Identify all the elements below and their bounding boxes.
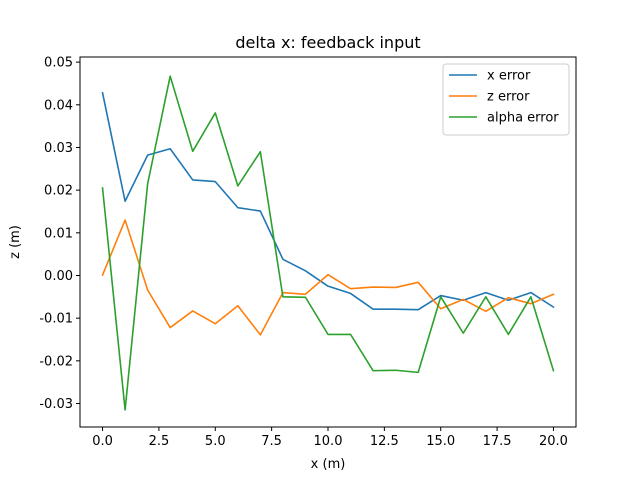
series-line-alpha-error [101, 75, 555, 411]
x-tick-label: 10.0 [314, 434, 343, 449]
y-tick-label: 0.01 [44, 226, 73, 241]
y-tick-label: 0.02 [44, 184, 73, 199]
x-tick-label: 15.0 [426, 434, 455, 449]
y-axis: -0.03 -0.02 -0.01 0.00 0.01 0.02 0.03 0.04 0.05 [39, 56, 80, 412]
legend-label: x error [487, 69, 531, 84]
x-tick-label: 17.5 [483, 434, 512, 449]
chart-title: delta x: feedback input [235, 33, 420, 52]
y-tick-label: 0.05 [44, 56, 73, 71]
x-tick-label: 7.5 [261, 434, 282, 449]
y-tick-label: -0.03 [39, 397, 73, 412]
legend: x error z error alpha error [442, 63, 570, 136]
x-tick-label: 12.5 [370, 434, 399, 449]
legend-label: z error [487, 90, 530, 105]
x-tick-label: 5.0 [205, 434, 226, 449]
x-tick-label: 2.5 [149, 434, 170, 449]
x-tick-label: 20.0 [539, 434, 568, 449]
y-axis-label: z (m) [8, 225, 23, 259]
y-tick-label: 0.04 [44, 98, 73, 113]
x-axis-label: x (m) [311, 457, 346, 472]
series-line-x-error [101, 91, 555, 311]
x-axis: 0.0 2.5 5.0 7.5 10.0 12.5 15.0 17.5 20.0 [92, 427, 568, 449]
series-layer [101, 75, 555, 411]
series-line-z-error [101, 219, 555, 336]
y-tick-label: 0.03 [44, 141, 73, 156]
y-tick-label: -0.01 [39, 312, 73, 327]
legend-label: alpha error [487, 111, 559, 126]
y-tick-label: 0.00 [44, 269, 73, 284]
x-tick-label: 0.0 [92, 434, 113, 449]
y-tick-label: -0.02 [39, 354, 73, 369]
